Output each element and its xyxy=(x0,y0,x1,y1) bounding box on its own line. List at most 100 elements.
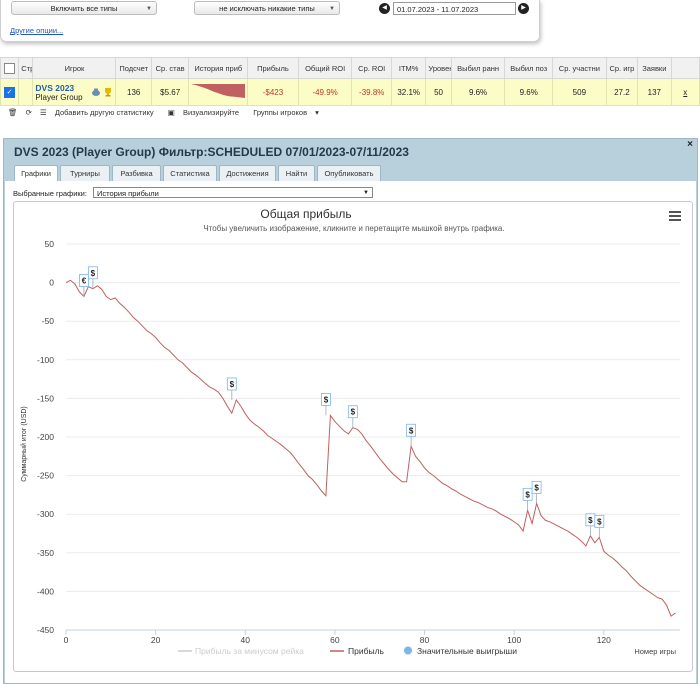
legend-profit[interactable]: Прибыль xyxy=(348,646,385,656)
tab-charts[interactable]: Графики xyxy=(14,165,58,182)
x-tick-label: 40 xyxy=(241,635,251,645)
col-header[interactable]: Прибыль xyxy=(247,57,299,79)
row-checkbox[interactable]: ✓ xyxy=(0,78,20,106)
teapot-icon xyxy=(92,88,101,96)
x-tick-label: 20 xyxy=(151,635,161,645)
profit-chart[interactable]: Общая прибыль Чтобы увеличить изображени… xyxy=(13,201,693,672)
legend-minus-rake[interactable]: Прибыль за минусом рейка xyxy=(195,646,304,656)
col-header[interactable]: Ср. став xyxy=(150,57,190,79)
col-header[interactable]: Ср. ROI xyxy=(351,57,392,79)
col-header[interactable]: Общий ROI xyxy=(297,57,353,79)
big-win-flag xyxy=(347,405,358,419)
add-stat-button[interactable]: ☰ Добавить другую статистику xyxy=(40,108,160,117)
big-win-flag-label: $ xyxy=(351,408,356,417)
y-tick-label: -250 xyxy=(37,471,54,481)
tab-statistics[interactable]: Статистика xyxy=(163,165,217,181)
col-header[interactable]: Заявки xyxy=(637,57,672,79)
col-header[interactable]: Выбил ранн xyxy=(450,57,506,79)
col-header[interactable]: Выбил поз xyxy=(504,57,554,79)
type-include-dropdown[interactable]: Включить все типы ▼ xyxy=(11,1,157,15)
chevron-down-icon: ▼ xyxy=(146,6,152,12)
avg-roi-cell: -39.8% xyxy=(351,78,392,106)
col-header[interactable]: Ср. участни xyxy=(552,57,607,79)
close-icon[interactable]: × xyxy=(687,139,693,150)
avg-games-cell: 27.2 xyxy=(605,78,639,106)
chart-title: Общая прибыль xyxy=(260,207,351,221)
chevron-down-icon: ▼ xyxy=(329,6,335,12)
x-tick-label: 60 xyxy=(330,635,340,645)
y-tick-label: -50 xyxy=(42,316,55,326)
total-roi-cell: -49.9% xyxy=(297,78,353,106)
trash-icon[interactable]: 🗑 xyxy=(8,108,18,117)
add-stat-label: Добавить другую статистику xyxy=(54,108,154,117)
y-tick-label: -150 xyxy=(37,393,54,403)
select-all-checkbox[interactable] xyxy=(0,57,20,79)
chevron-right-icon[interactable]: ▶ xyxy=(518,3,529,14)
tab-tournaments[interactable]: Турниры xyxy=(60,165,110,181)
x-tick-label: 120 xyxy=(597,635,611,645)
tab-find[interactable]: Найти xyxy=(278,165,315,181)
table-header-row: Стр Игрок Подсчет Ср. став История приб … xyxy=(0,57,700,79)
big-win-flag xyxy=(406,423,416,437)
col-header[interactable]: История приб xyxy=(188,57,249,79)
big-win-flag xyxy=(226,377,237,391)
level-cell: 50 xyxy=(425,78,452,106)
player-cell: DVS 2023 Player Group xyxy=(32,78,117,106)
profit-chart-svg[interactable]: Общая прибыль Чтобы увеличить изображени… xyxy=(14,202,692,671)
list-icon: ☰ xyxy=(40,108,49,117)
type-include-value: Включить все типы xyxy=(50,4,118,13)
itm-cell: 32.1% xyxy=(390,78,427,106)
col-header[interactable]: Ср. игр xyxy=(605,57,639,79)
checkmark-icon: ✓ xyxy=(4,86,16,98)
player-group-label: Player Group xyxy=(35,92,83,102)
legend-big-wins[interactable]: Значительные выигрыши xyxy=(417,646,517,656)
tab-breakdown[interactable]: Разбивка xyxy=(112,165,161,181)
y-tick-label: -350 xyxy=(37,548,54,558)
chevron-left-icon[interactable]: ◀ xyxy=(379,3,390,14)
tab-publish[interactable]: Опубликовать xyxy=(317,165,381,181)
player-groups-label: Группы игроков xyxy=(253,108,308,117)
big-win-flag-label: $ xyxy=(597,517,602,526)
player-chart-panel: DVS 2023 (Player Group) Фильтр:SCHEDULED… xyxy=(3,138,698,684)
table-row[interactable]: ✓ DVS 2023 Player Group 136 $5.67 xyxy=(0,78,700,106)
big-win-flag-label: $ xyxy=(91,269,96,278)
entries-cell: 137 xyxy=(637,78,672,106)
player-groups-menu[interactable]: Группы игроков ▾ xyxy=(253,108,325,117)
tab-achievements[interactable]: Достижения xyxy=(219,165,276,181)
chart-subtitle: Чтобы увеличить изображение, кликните и … xyxy=(203,224,504,233)
filter-card: Включить все типы ▼ не исключать никакие… xyxy=(0,0,540,42)
hamburger-menu-icon[interactable] xyxy=(669,211,681,221)
type-exclude-dropdown[interactable]: не исключать никакие типы ▼ xyxy=(194,1,340,15)
col-header[interactable]: Уровен xyxy=(425,57,452,79)
visualize-button[interactable]: ▣ Визуализируйте xyxy=(168,108,245,117)
x-tick-label: 100 xyxy=(507,635,521,645)
col-header[interactable]: Стр xyxy=(18,57,34,79)
more-options-link[interactable]: Другие опции... xyxy=(10,26,64,35)
y-tick-label: 50 xyxy=(45,239,55,249)
col-header[interactable]: ITM% xyxy=(390,57,427,79)
big-win-flag xyxy=(522,487,533,501)
player-name-link[interactable]: DVS 2023 xyxy=(35,82,75,93)
chevron-down-icon: ▼ xyxy=(363,190,369,196)
big-win-flag-label: $ xyxy=(525,490,530,499)
x-axis-title: Номер игры xyxy=(634,647,676,656)
profit-cell: -$423 xyxy=(247,78,299,106)
col-header[interactable]: Подсчет xyxy=(115,57,152,79)
big-win-flag-label: $ xyxy=(230,380,235,389)
y-tick-label: -300 xyxy=(37,509,54,519)
profit-history-cell[interactable] xyxy=(188,78,249,106)
big-win-flag-label: $ xyxy=(409,426,414,435)
profit-sparkline[interactable] xyxy=(191,81,246,101)
col-header[interactable]: Игрок xyxy=(32,57,117,79)
selected-charts-select[interactable]: История прибыли ▼ xyxy=(93,187,373,198)
early-knockout-cell: 9.6% xyxy=(450,78,506,106)
y-tick-label: -100 xyxy=(37,355,54,365)
row-page-cell xyxy=(18,78,34,106)
avg-stake-cell: $5.67 xyxy=(150,78,190,106)
refresh-icon[interactable]: ⟳ xyxy=(25,108,32,117)
big-win-flag xyxy=(531,480,542,494)
chart-legend: Прибыль за минусом рейка Прибыль Значите… xyxy=(178,646,517,656)
x-tick-label: 0 xyxy=(64,635,69,645)
remove-row-button[interactable]: x xyxy=(670,78,700,106)
date-range-field[interactable]: 01.07.2023 - 11.07.2023 xyxy=(393,2,516,15)
